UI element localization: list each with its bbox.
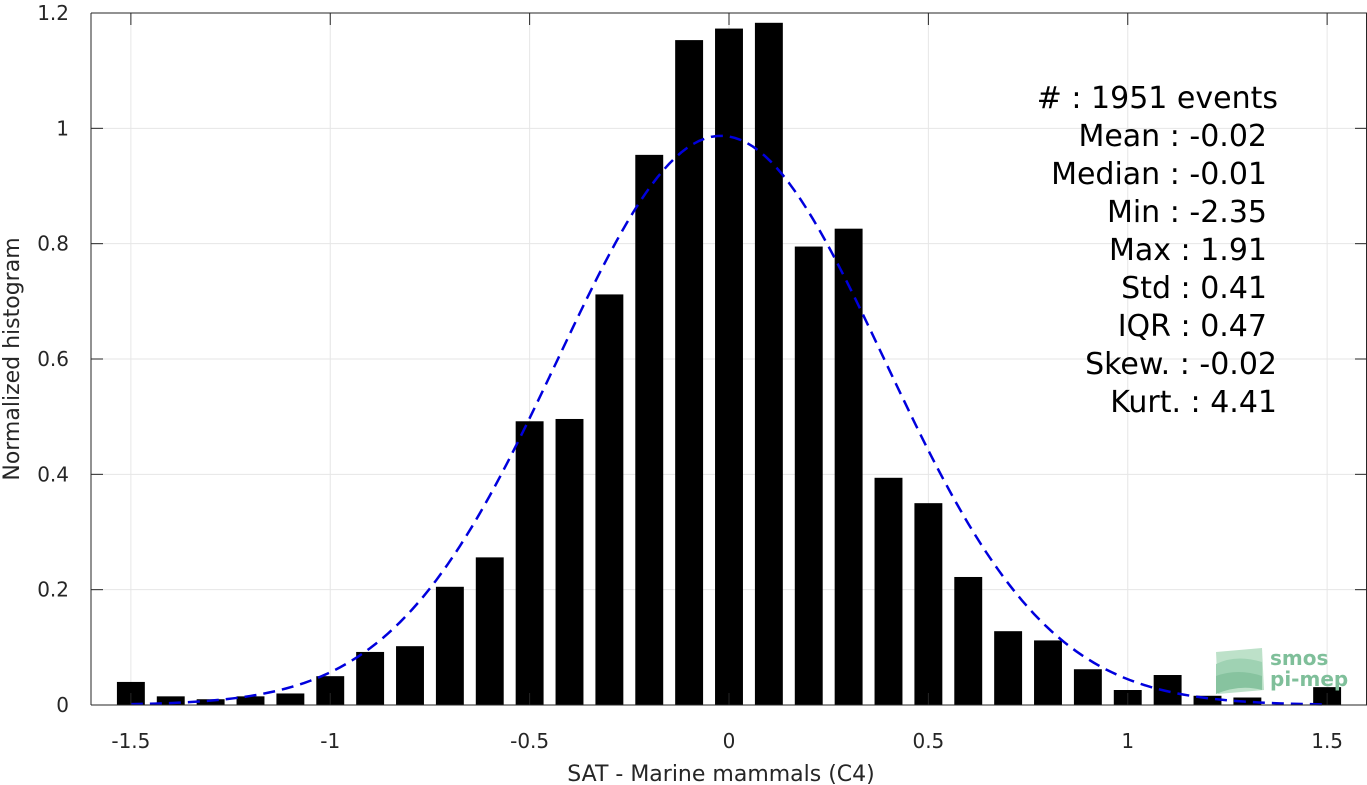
x-tick-label: -1.5 bbox=[111, 729, 150, 753]
stat-std: Std : 0.41 bbox=[1121, 271, 1267, 306]
x-tick-label: -0.5 bbox=[510, 729, 549, 753]
y-tick-label: 1 bbox=[56, 116, 69, 140]
histogram-bar bbox=[435, 586, 464, 705]
stat-events: # : 1951 events bbox=[1037, 81, 1278, 116]
histogram-bar bbox=[1193, 695, 1222, 705]
histogram-bar bbox=[635, 154, 664, 706]
y-tick-labels: 0 0.2 0.4 0.6 0.8 1 1.2 bbox=[37, 1, 69, 717]
wave-logo-icon bbox=[1216, 648, 1264, 694]
histogram-bar bbox=[1073, 669, 1102, 705]
logo-line-2: pi-mep bbox=[1270, 667, 1348, 691]
stat-mean: Mean : -0.02 bbox=[1078, 119, 1267, 154]
stat-min: Min : -2.35 bbox=[1107, 195, 1267, 230]
y-tick-label: 0 bbox=[56, 693, 69, 717]
x-tick-label: 1.5 bbox=[1311, 729, 1343, 753]
y-tick-label: 0.2 bbox=[37, 578, 69, 602]
stat-kurt: Kurt. : 4.41 bbox=[1110, 385, 1277, 420]
histogram-bar bbox=[555, 418, 584, 705]
histogram-bar bbox=[276, 693, 305, 705]
x-tick-label: 0.5 bbox=[912, 729, 944, 753]
x-tick-label: 0 bbox=[723, 729, 736, 753]
histogram-bar bbox=[914, 503, 943, 705]
histogram-bar bbox=[834, 228, 863, 705]
logo-line-1: smos bbox=[1270, 646, 1328, 670]
stat-median: Median : -0.01 bbox=[1051, 157, 1267, 192]
x-tick-label: 1 bbox=[1121, 729, 1134, 753]
histogram-bar bbox=[754, 22, 783, 705]
stat-max: Max : 1.91 bbox=[1109, 233, 1267, 268]
histogram-bar bbox=[196, 699, 225, 705]
histogram-bar bbox=[1233, 697, 1262, 705]
histogram-bar bbox=[675, 40, 704, 705]
histogram-bar bbox=[595, 294, 624, 705]
histogram-bars bbox=[116, 22, 1342, 706]
histogram-bar bbox=[1034, 640, 1062, 705]
histogram-bar bbox=[794, 246, 823, 706]
histogram-bar bbox=[1153, 675, 1182, 705]
x-axis-label: SAT - Marine mammals (C4) bbox=[567, 762, 875, 785]
histogram-bar bbox=[156, 696, 185, 705]
histogram-bar bbox=[475, 557, 504, 705]
y-tick-label: 0.6 bbox=[37, 347, 69, 371]
histogram-bar bbox=[994, 631, 1023, 705]
normal-fit-curve bbox=[130, 134, 1328, 706]
x-tick-labels: -1.5 -1 -0.5 0 0.5 1 1.5 bbox=[111, 729, 1343, 753]
stat-iqr: IQR : 0.47 bbox=[1118, 309, 1267, 344]
histogram-bar bbox=[715, 28, 743, 705]
stat-skew: Skew. : -0.02 bbox=[1085, 347, 1277, 382]
histogram-bar bbox=[396, 646, 424, 705]
statistics-box: # : 1951 events Mean : -0.02 Median : -0… bbox=[1037, 81, 1278, 420]
histogram-bar bbox=[236, 696, 265, 705]
x-tick-label: -1 bbox=[320, 729, 340, 753]
y-axis-label: Normalized histogram bbox=[0, 237, 25, 480]
y-tick-label: 1.2 bbox=[37, 1, 69, 25]
y-tick-label: 0.4 bbox=[37, 462, 69, 486]
y-tick-label: 0.8 bbox=[37, 232, 69, 256]
smos-pimep-logo: smos pi-mep bbox=[1216, 646, 1348, 694]
histogram-bar bbox=[515, 421, 544, 705]
histogram-bar bbox=[356, 651, 385, 705]
histogram-bar bbox=[954, 576, 983, 705]
histogram-bar bbox=[874, 477, 903, 705]
